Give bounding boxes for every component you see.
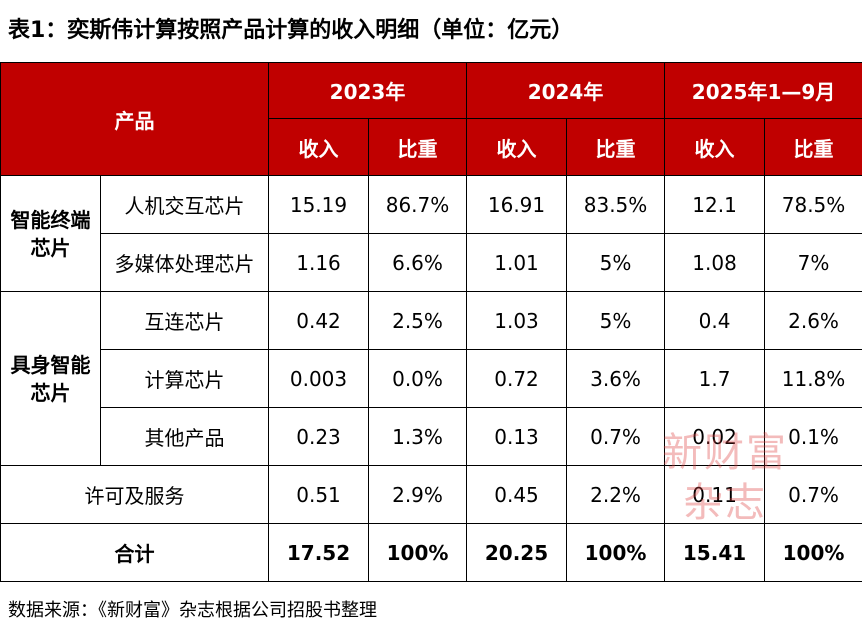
- value-cell: 0.51: [268, 465, 369, 524]
- value-cell: 6.6%: [367, 233, 468, 292]
- value-cell: 0.1%: [764, 407, 862, 466]
- header-year-2024: 2024年: [466, 62, 666, 119]
- table-row: 计算芯片 0.003 0.0% 0.72 3.6% 1.7 11.8%: [1, 349, 862, 408]
- table-row: 多媒体处理芯片 1.16 6.6% 1.01 5% 1.08 7%: [1, 233, 862, 292]
- total-value: 15.41: [664, 523, 766, 582]
- value-cell: 0.72: [466, 349, 568, 408]
- value-cell: 0.003: [268, 349, 369, 408]
- value-cell: 0.11: [664, 465, 766, 524]
- value-cell: 2.5%: [367, 291, 468, 350]
- value-cell: 0.42: [268, 291, 369, 350]
- value-cell: 1.03: [466, 291, 568, 350]
- value-cell: 2.9%: [367, 465, 468, 524]
- value-cell: 0.02: [664, 407, 766, 466]
- value-cell: 12.1: [664, 175, 766, 234]
- total-value: 20.25: [466, 523, 568, 582]
- header-share: 比重: [764, 118, 862, 176]
- value-cell: 5%: [566, 233, 666, 292]
- value-cell: 0.7%: [764, 465, 862, 524]
- product-cell: 计算芯片: [100, 349, 269, 408]
- value-cell: 7%: [764, 233, 862, 292]
- header-revenue: 收入: [268, 118, 369, 176]
- table-title: 表1：奕斯伟计算按照产品计算的收入明细（单位：亿元）: [8, 18, 574, 43]
- category-cell: 具身智能芯片: [0, 291, 101, 466]
- value-cell: 1.01: [466, 233, 568, 292]
- value-cell: 0.0%: [367, 349, 468, 408]
- header-row-metrics: 收入 比重 收入 比重 收入 比重: [1, 118, 862, 176]
- product-cell: 人机交互芯片: [100, 175, 269, 234]
- total-value: 17.52: [268, 523, 369, 582]
- value-cell: 0.23: [268, 407, 369, 466]
- product-cell: 多媒体处理芯片: [100, 233, 269, 292]
- value-cell: 1.16: [268, 233, 369, 292]
- value-cell: 2.6%: [764, 291, 862, 350]
- value-cell: 2.2%: [566, 465, 666, 524]
- header-year-2023: 2023年: [267, 62, 468, 119]
- value-cell: 0.7%: [566, 407, 666, 466]
- table-row: 智能终端芯片 人机交互芯片 15.19 86.7% 16.91 83.5% 12…: [0, 175, 862, 292]
- product-cell: 许可及服务: [0, 465, 269, 524]
- header-share: 比重: [566, 118, 666, 176]
- value-cell: 1.7: [664, 349, 766, 408]
- total-label: 合计: [0, 523, 269, 582]
- value-cell: 1.3%: [367, 407, 468, 466]
- header-year-2025: 2025年1—9月: [664, 62, 862, 119]
- value-cell: 0.13: [466, 407, 568, 466]
- value-cell: 11.8%: [764, 349, 862, 408]
- value-cell: 5%: [566, 291, 666, 350]
- value-cell: 0.4: [664, 291, 766, 350]
- product-cell: 互连芯片: [100, 291, 269, 350]
- source-note: 数据来源：《新财富》杂志根据公司招股书整理: [8, 600, 377, 621]
- value-cell: 83.5%: [566, 175, 666, 234]
- table-row: 许可及服务 0.51 2.9% 0.45 2.2% 0.11 0.7%: [0, 465, 862, 524]
- header-revenue: 收入: [664, 118, 766, 176]
- value-cell: 15.19: [268, 175, 369, 234]
- value-cell: 3.6%: [566, 349, 666, 408]
- total-value: 100%: [566, 523, 666, 582]
- header-revenue: 收入: [466, 118, 568, 176]
- value-cell: 86.7%: [367, 175, 468, 234]
- product-cell: 其他产品: [100, 407, 269, 466]
- header-product: 产品: [0, 62, 269, 176]
- header-row-years: 产品 2023年 2024年 2025年1—9月: [0, 62, 862, 176]
- total-value: 100%: [764, 523, 862, 582]
- header-share: 比重: [367, 118, 468, 176]
- total-value: 100%: [367, 523, 468, 582]
- total-row: 合计 17.52 100% 20.25 100% 15.41 100%: [0, 523, 862, 582]
- revenue-table: 产品 2023年 2024年 2025年1—9月 收入 比重 收入 比重 收入 …: [0, 62, 862, 582]
- value-cell: 0.45: [466, 465, 568, 524]
- category-cell: 智能终端芯片: [0, 175, 101, 292]
- table-row: 其他产品 0.23 1.3% 0.13 0.7% 0.02 0.1%: [1, 407, 862, 466]
- value-cell: 1.08: [664, 233, 766, 292]
- table-row: 具身智能芯片 互连芯片 0.42 2.5% 1.03 5% 0.4 2.6%: [0, 291, 862, 466]
- value-cell: 78.5%: [764, 175, 862, 234]
- value-cell: 16.91: [466, 175, 568, 234]
